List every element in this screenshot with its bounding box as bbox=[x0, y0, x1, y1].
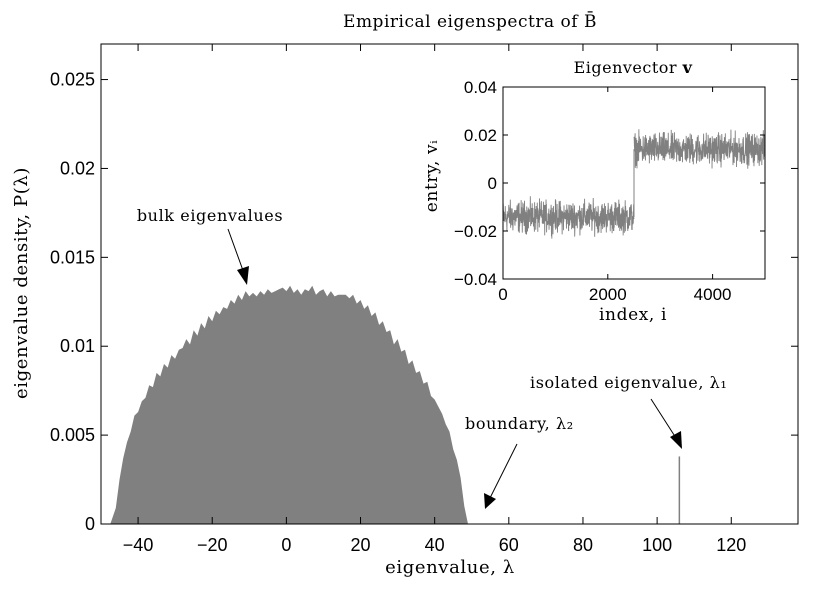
main-y-tick-label: 0.015 bbox=[50, 247, 95, 267]
inset-y-tick-label: −0.02 bbox=[454, 222, 497, 241]
inset-x-tick-label: 4000 bbox=[694, 285, 732, 304]
main-x-tick-label: 0 bbox=[281, 535, 291, 555]
annotation-bulk-arrowhead bbox=[237, 266, 249, 285]
inset-x-tick-label: 2000 bbox=[589, 285, 627, 304]
bulk-density-area bbox=[110, 285, 469, 524]
inset-y-ticks: −0.04 −0.02 0 0.02 0.04 bbox=[454, 78, 765, 289]
eigenvector-segment-1 bbox=[502, 196, 635, 239]
annotation-bulk: bulk eigenvalues bbox=[137, 206, 283, 285]
main-x-axis-label: eigenvalue, λ bbox=[385, 557, 515, 578]
main-x-tick-label: 100 bbox=[642, 535, 672, 555]
inset-y-tick-label: 0.04 bbox=[464, 78, 497, 97]
annotation-boundary-arrow-shaft bbox=[489, 443, 518, 499]
density-area-layer bbox=[110, 285, 469, 524]
eigenvector-signal-layer bbox=[502, 129, 766, 239]
main-y-tick-label: 0.005 bbox=[50, 425, 95, 445]
annotation-bulk-label: bulk eigenvalues bbox=[137, 206, 283, 225]
main-y-ticks: 0 0.005 0.01 0.015 0.02 0.025 bbox=[50, 70, 798, 534]
annotation-boundary: boundary, λ₂ bbox=[465, 414, 574, 509]
main-x-tick-label: −40 bbox=[123, 535, 154, 555]
annotation-isolated: isolated eigenvalue, λ₁ bbox=[530, 373, 727, 449]
annotation-boundary-arrowhead bbox=[484, 493, 496, 509]
main-x-tick-label: −20 bbox=[197, 535, 228, 555]
annotation-isolated-arrow-shaft bbox=[650, 398, 677, 439]
annotation-isolated-arrowhead bbox=[670, 431, 682, 449]
inset-title: Eigenvector v bbox=[574, 58, 693, 77]
main-y-tick-label: 0.01 bbox=[60, 336, 95, 356]
inset-x-tick-label: 0 bbox=[498, 285, 507, 304]
inset-y-axis-label: entry, vᵢ bbox=[422, 140, 442, 213]
main-y-tick-label: 0 bbox=[85, 514, 95, 534]
annotation-boundary-label: boundary, λ₂ bbox=[465, 414, 574, 433]
inset-plot: 0 2000 4000 −0.04 −0.02 0 0.02 0.04 bbox=[454, 78, 766, 304]
inset-x-axis-label: index, i bbox=[599, 305, 667, 325]
main-y-axis-label: eigenvalue density, P(λ) bbox=[11, 167, 32, 399]
main-x-tick-label: 60 bbox=[499, 535, 519, 555]
main-x-ticks: −40 −20 0 20 40 60 80 100 120 bbox=[123, 44, 746, 555]
inset-y-tick-label: 0.02 bbox=[464, 126, 497, 145]
inset-x-ticks: 0 2000 4000 bbox=[498, 87, 732, 304]
main-axes-frame bbox=[100, 43, 799, 525]
inset-y-tick-label: −0.04 bbox=[454, 270, 497, 289]
annotation-isolated-label: isolated eigenvalue, λ₁ bbox=[530, 373, 727, 392]
main-title: Empirical eigenspectra of B̄ bbox=[343, 10, 597, 32]
annotation-bulk-arrow-shaft bbox=[227, 228, 246, 277]
main-x-tick-label: 40 bbox=[425, 535, 445, 555]
main-x-tick-label: 20 bbox=[351, 535, 371, 555]
main-x-tick-label: 120 bbox=[716, 535, 746, 555]
main-y-tick-label: 0.025 bbox=[50, 70, 95, 90]
inset-y-tick-label: 0 bbox=[488, 174, 497, 193]
main-y-tick-label: 0.02 bbox=[60, 158, 95, 178]
main-plot: −40 −20 0 20 40 60 80 100 120 0 0.005 0.01 0.015 0.0… bbox=[50, 43, 799, 555]
eigenvector-segment-2 bbox=[633, 129, 766, 169]
main-x-tick-label: 80 bbox=[573, 535, 593, 555]
